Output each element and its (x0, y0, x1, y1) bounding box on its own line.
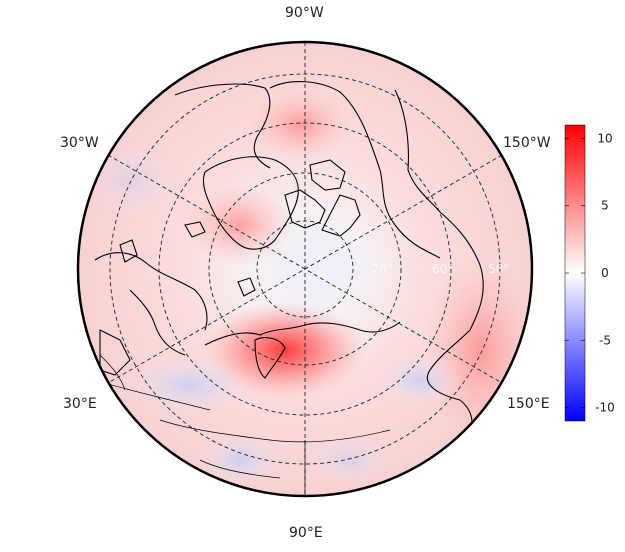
anomaly-siberia-east (200, 435, 280, 485)
graticule (107, 42, 503, 496)
latitude-label-60: 60° (432, 262, 453, 276)
map-disk (78, 42, 532, 496)
colorbar-ticks: 10 5 0 -5 -10 (565, 131, 615, 415)
colorbar-tick-label: 5 (601, 199, 609, 213)
colorbar-tick-label: 10 (597, 131, 612, 145)
longitude-label-150e: 150°E (507, 396, 550, 412)
longitude-label-90w: 90°W (285, 5, 324, 21)
longitude-label-30w: 30°W (60, 135, 99, 151)
longitude-label-90e: 90°E (289, 525, 323, 541)
map-boundary (76, 40, 534, 498)
longitude-label-30e: 30°E (63, 396, 97, 412)
anomaly-central-arctic (260, 205, 400, 325)
latitude-labels: 70° 60° 50° (372, 262, 509, 276)
anomaly-siberia (130, 355, 250, 415)
latitude-label-50: 50° (488, 262, 509, 276)
anomaly-east-pacific (310, 435, 390, 485)
latitude-label-70: 70° (372, 262, 393, 276)
anomaly-north-atlantic (85, 145, 175, 215)
longitude-label-150w: 150°W (503, 135, 551, 151)
colorbar: 10 5 0 -5 -10 (564, 124, 615, 422)
colorbar-tick-label: 0 (601, 266, 609, 280)
colorbar-tick-label: -5 (599, 333, 611, 347)
anomaly-baffin (250, 90, 350, 160)
anomaly-okhotsk (380, 355, 460, 405)
colorbar-tick-label: -10 (595, 401, 615, 415)
